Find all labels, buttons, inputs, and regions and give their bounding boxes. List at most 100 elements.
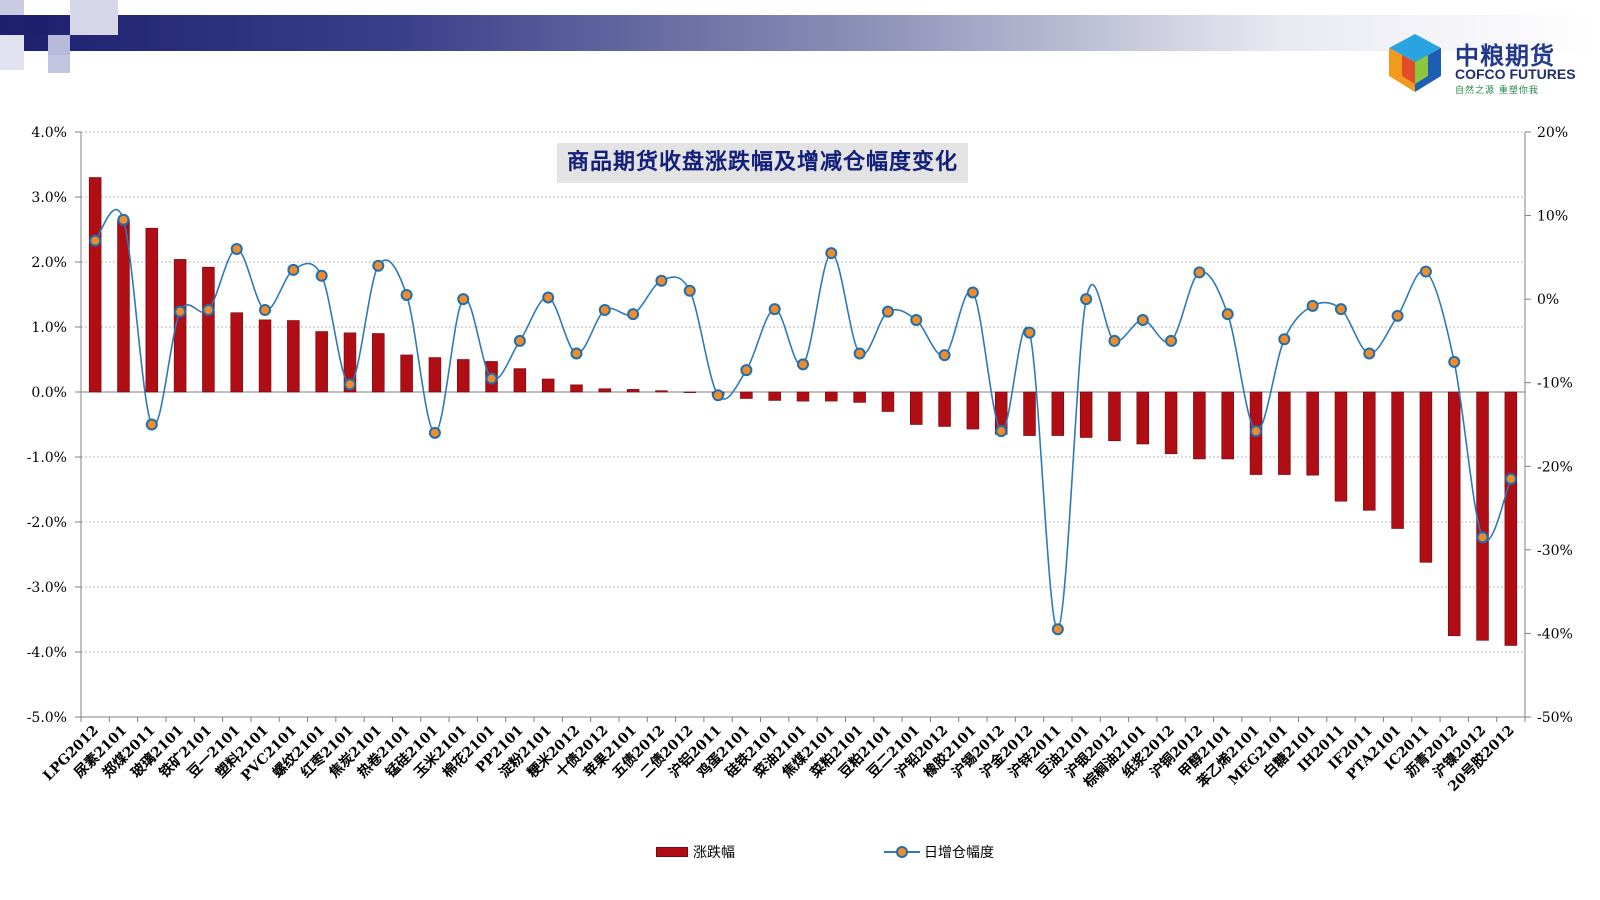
line-point xyxy=(202,304,215,317)
right-tick-label: 10% xyxy=(1537,209,1568,225)
line-point xyxy=(1023,326,1036,339)
bar xyxy=(683,391,696,393)
line-point xyxy=(825,247,838,260)
line-point xyxy=(1306,299,1319,312)
line-point xyxy=(287,263,300,276)
header-square-light-3 xyxy=(0,35,24,70)
line-point xyxy=(1051,623,1064,636)
cube-icon xyxy=(1389,34,1441,92)
bar xyxy=(1136,391,1150,445)
line-point xyxy=(995,425,1008,438)
line-point xyxy=(1334,303,1347,316)
bar xyxy=(938,391,951,427)
line-point xyxy=(513,334,526,347)
line-point xyxy=(174,305,187,318)
line-point xyxy=(768,303,781,316)
bar xyxy=(966,391,980,430)
bar xyxy=(740,391,753,399)
bar xyxy=(626,389,640,393)
line-point xyxy=(853,347,866,360)
cofco-logo: 中粮期货 COFCO FUTURES 自然之源 重塑你我 xyxy=(1383,30,1583,100)
bar xyxy=(1334,391,1348,502)
bar xyxy=(372,333,385,393)
bar xyxy=(1051,391,1065,436)
left-tick-label: 4.0% xyxy=(31,125,67,141)
left-tick-label: 2.0% xyxy=(31,255,67,271)
right-tick-label: -30% xyxy=(1537,543,1573,559)
line-point xyxy=(315,269,328,282)
bar xyxy=(910,391,923,425)
bar xyxy=(1391,391,1404,529)
legend-bar-swatch xyxy=(656,847,688,857)
bar xyxy=(230,312,243,393)
line-series xyxy=(89,209,1517,636)
bar xyxy=(881,391,895,412)
line-point xyxy=(1363,347,1376,360)
line-point xyxy=(1278,333,1291,346)
line-point xyxy=(1108,334,1121,347)
bar xyxy=(1363,391,1376,511)
line-point xyxy=(1476,531,1489,544)
bar xyxy=(88,177,102,393)
left-tick-label: -2.0% xyxy=(27,515,67,531)
line-point xyxy=(400,288,413,301)
left-tick-label: 3.0% xyxy=(31,190,67,206)
bar xyxy=(343,332,357,393)
logo-name-en: COFCO FUTURES xyxy=(1455,66,1576,82)
line-point xyxy=(343,378,356,391)
right-tick-label: -50% xyxy=(1537,710,1573,726)
bar xyxy=(1108,391,1121,442)
bar xyxy=(1419,391,1433,563)
line-point xyxy=(89,234,102,247)
line-point xyxy=(655,274,668,287)
line-point xyxy=(570,347,583,360)
header-square-dark xyxy=(24,15,48,35)
left-tick-label: -1.0% xyxy=(27,450,67,466)
line-point xyxy=(1193,266,1206,279)
right-tick-label: -40% xyxy=(1537,626,1573,642)
line-point xyxy=(485,372,498,385)
bar xyxy=(1278,391,1291,475)
bar xyxy=(513,368,527,393)
line-point xyxy=(1136,314,1149,327)
bar xyxy=(1164,391,1178,455)
bar xyxy=(1476,391,1489,641)
bar xyxy=(655,390,668,393)
bar xyxy=(570,384,583,393)
bar xyxy=(173,259,187,393)
line-point xyxy=(1419,265,1432,278)
line-point xyxy=(966,286,979,299)
line-point xyxy=(1080,293,1093,306)
bar xyxy=(428,357,442,393)
line-point xyxy=(598,304,611,317)
line-point xyxy=(1250,425,1263,438)
line-point xyxy=(1221,308,1234,321)
line-point xyxy=(259,304,272,317)
line-point xyxy=(230,243,243,255)
line-point xyxy=(428,426,441,439)
line-point xyxy=(117,213,130,226)
line-point xyxy=(910,314,923,327)
legend-bar-label: 涨跌幅 xyxy=(693,845,735,861)
combo-chart: -5.0% -4.0% -3.0% -2.0% -1.0% 0.0% 1.0% 2.0% 3.0… xyxy=(27,125,1573,795)
header-gradient-band xyxy=(0,15,1600,51)
header-square-mid xyxy=(48,35,70,55)
bar xyxy=(202,266,215,393)
bar xyxy=(1221,391,1234,460)
bar xyxy=(768,391,781,401)
bar xyxy=(287,320,300,393)
bar xyxy=(1193,391,1206,460)
bar xyxy=(1079,391,1093,438)
bar xyxy=(825,391,838,402)
line-point xyxy=(1165,334,1178,347)
bar xyxy=(1306,391,1319,476)
line-point xyxy=(712,389,725,402)
x-tick-labels: LPG2012尿素2101郑煤2011玻璃2101铁矿2101豆一2101塑料2… xyxy=(40,722,1517,795)
bar xyxy=(1504,391,1518,646)
line-point xyxy=(1504,472,1517,485)
bar xyxy=(1447,391,1461,637)
bar xyxy=(598,388,612,393)
right-tick-label: 20% xyxy=(1537,125,1568,141)
right-tick-label: 0% xyxy=(1537,292,1559,308)
bar xyxy=(456,359,470,393)
